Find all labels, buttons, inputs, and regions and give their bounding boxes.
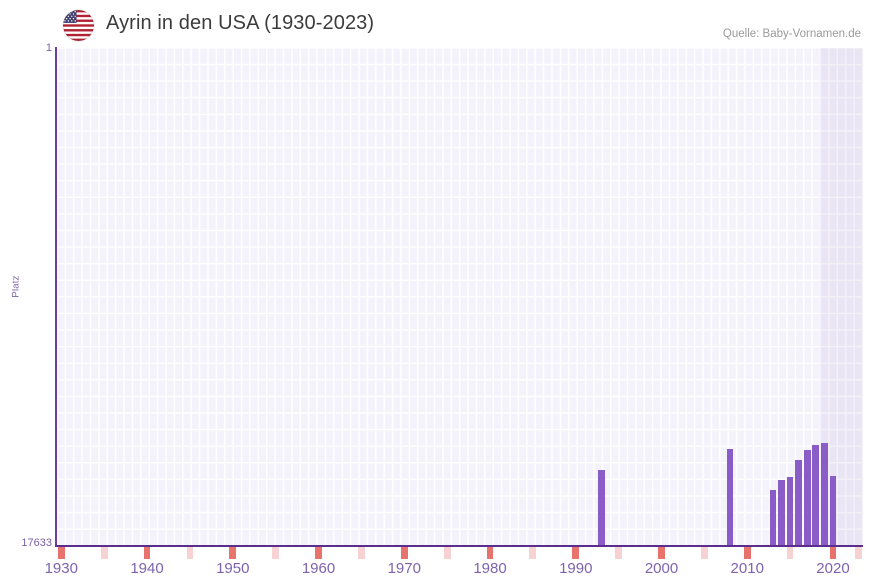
chart-bar (803, 450, 811, 546)
y-axis-line (55, 47, 57, 547)
x-axis-minor-tick (855, 547, 863, 559)
y-axis-tick-bottom: 17633 (21, 537, 52, 549)
x-axis-tick-label: 2020 (816, 560, 850, 577)
x-axis-major-tick (572, 547, 580, 559)
x-axis-tick-label: 1930 (44, 560, 78, 577)
x-axis-tick-label: 1990 (559, 560, 593, 577)
x-axis-tick-label: 1960 (301, 560, 336, 577)
x-axis-major-tick (658, 547, 665, 559)
x-axis-minor-tick (700, 547, 708, 559)
x-axis-minor-tick (615, 547, 622, 559)
chart-bar (795, 460, 803, 546)
x-axis-tick-label: 1940 (130, 560, 164, 577)
x-axis-major-tick (229, 547, 237, 559)
chart-bar (786, 477, 794, 546)
x-axis-tick-label: 2000 (644, 560, 679, 577)
x-axis-minor-tick (786, 547, 794, 559)
x-axis-major-tick (486, 547, 494, 559)
us-flag-icon (63, 10, 94, 41)
y-axis-title: Platz (10, 275, 22, 298)
chart-bar (769, 489, 777, 546)
x-axis-tick-label: 2010 (730, 560, 764, 577)
x-axis-minor-tick (272, 547, 280, 559)
x-axis-major-tick (57, 547, 65, 559)
chart-bar (726, 449, 734, 546)
chart-bar (598, 470, 605, 546)
x-axis-major-tick (143, 547, 151, 559)
x-axis-minor-tick (443, 547, 451, 559)
x-axis-major-tick (743, 547, 751, 559)
bars-layer (57, 48, 863, 546)
chart-header: Ayrin in den USA (1930-2023) Quelle: Bab… (0, 0, 873, 48)
y-axis-tick-top: 1 (45, 42, 52, 54)
x-axis-minor-tick (186, 547, 194, 559)
x-axis-minor-tick (358, 547, 365, 559)
x-axis-major-tick (400, 547, 408, 559)
chart-bar (821, 443, 828, 546)
x-axis-tick-label: 1980 (473, 560, 507, 577)
x-axis-major-tick (315, 547, 322, 559)
page-title: Ayrin in den USA (1930-2023) (106, 12, 375, 34)
chart-bar (778, 480, 785, 546)
chart-bar (829, 475, 837, 546)
x-axis-tick-label: 1970 (387, 560, 421, 577)
x-axis-tick-label: 1950 (216, 560, 250, 577)
source-label: Quelle: Baby-Vornamen.de (722, 28, 861, 40)
chart-bar (812, 444, 820, 546)
x-axis-minor-tick (100, 547, 108, 559)
x-axis-minor-tick (529, 547, 537, 559)
x-axis-major-tick (829, 547, 837, 559)
x-axis-line (55, 545, 863, 547)
